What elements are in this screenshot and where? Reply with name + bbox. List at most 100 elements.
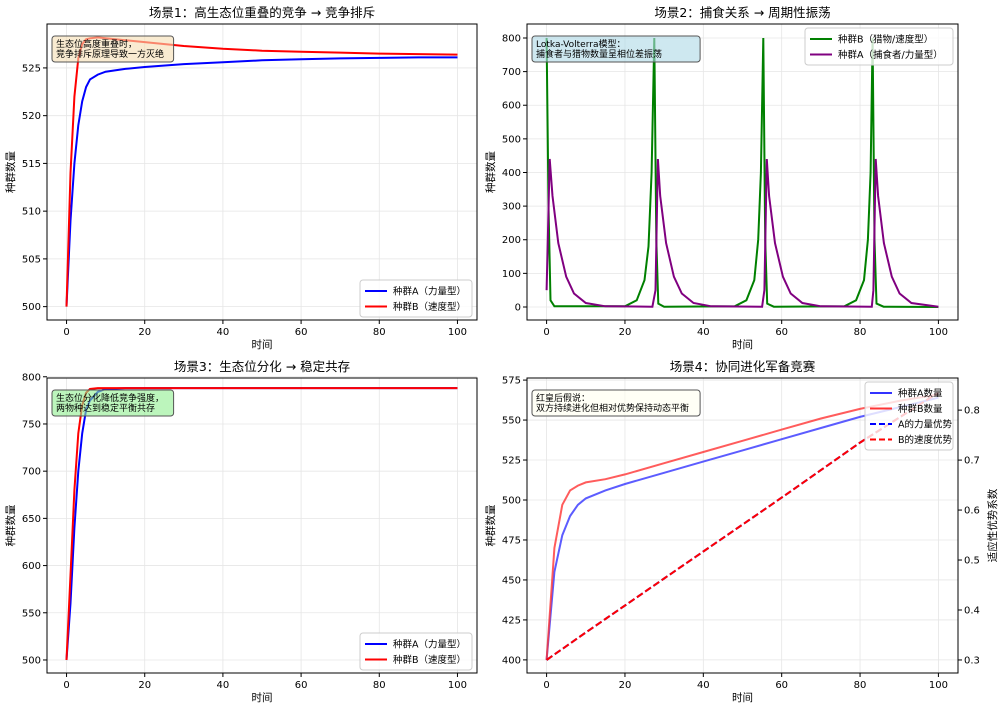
subplot-title: 场景3：生态位分化 → 稳定共存	[174, 359, 350, 374]
x-tick-label: 100	[929, 680, 948, 691]
legend-label: A的力量优势	[898, 419, 952, 431]
y-tick-label: 700	[22, 467, 41, 478]
subplot-title: 场景1：高生态位重叠的竞争 → 竞争排斥	[149, 5, 375, 20]
y-tick-label: 200	[502, 235, 521, 246]
y-axis-label: 种群数量	[484, 504, 497, 546]
y-tick-label: 100	[502, 269, 521, 280]
y-tick-label: 525	[22, 63, 41, 74]
x-tick-label: 40	[697, 680, 710, 691]
x-tick-label: 80	[854, 680, 867, 691]
x-tick-label: 80	[373, 327, 386, 338]
x-tick-label: 20	[619, 680, 632, 691]
y-right-tick-label: 0.4	[964, 605, 980, 616]
legend-label: 种群B（速度型）	[393, 301, 466, 313]
series-line-1	[545, 396, 939, 660]
legend-label: 种群B（速度型）	[393, 654, 466, 666]
x-tick-label: 60	[295, 327, 308, 338]
annotation-text: 生态位高度重叠时，	[56, 38, 137, 50]
series-line-1	[545, 37, 939, 308]
y-tick-label: 750	[22, 419, 41, 430]
x-tick-label: 80	[373, 680, 386, 691]
legend-label: 种群A（捕食者/力量型）	[838, 49, 943, 61]
y-right-tick-label: 0.6	[964, 506, 980, 517]
y-tick-label: 300	[502, 202, 521, 213]
subplot-title: 场景2：捕食关系 → 周期性振荡	[654, 5, 830, 20]
axes-frame	[526, 23, 959, 321]
subplot-1: 0 20 40 60 80 100 500 505 510 515 520 525 场景1：高生态位重叠…	[4, 5, 478, 351]
y-right-tick-label: 0.3	[964, 655, 980, 666]
y-tick-label: 600	[502, 101, 521, 112]
subplot-3: 0 20 40 60 80 100 500 550 600 650 700 750 800 场景3：生态位…	[4, 359, 478, 704]
y-tick-label: 525	[502, 456, 521, 467]
y-tick-label: 700	[502, 67, 521, 78]
x-tick-label: 60	[295, 680, 308, 691]
x-tick-label: 60	[775, 680, 788, 691]
x-tick-label: 0	[63, 327, 69, 338]
series-line-2	[545, 158, 939, 308]
x-tick-label: 40	[217, 680, 230, 691]
annotation-text: 生态位分化降低竞争强度，	[56, 392, 164, 404]
annotation-text: 红皇后假说：	[536, 392, 590, 404]
y-tick-label: 0	[515, 302, 521, 313]
y-tick-label: 600	[22, 561, 41, 572]
axes-frame	[46, 377, 478, 674]
y-tick-label: 510	[22, 207, 41, 218]
annotation-box	[51, 35, 175, 63]
annotation-text: 双方持续进化但相对优势保持动态平衡	[536, 402, 689, 414]
annotation-text: 竞争排斥原理导致一方灭绝	[56, 48, 164, 60]
y-tick-label: 500	[22, 655, 41, 666]
annotation-text: 捕食者与猎物数量呈相位差振荡	[536, 48, 662, 60]
legend-label: 种群A数量	[898, 388, 943, 400]
y-tick-label: 800	[22, 372, 41, 383]
legend-label: 种群A（力量型）	[393, 286, 466, 298]
x-tick-label: 20	[619, 327, 632, 338]
y-tick-label: 650	[22, 514, 41, 525]
y-tick-label: 550	[502, 416, 521, 427]
y-tick-label: 475	[502, 535, 521, 546]
subplot-2: 0 20 40 60 80 100 0 100 200 300 400 500 600 700 800 场景2…	[484, 5, 959, 351]
legend-label: 种群B数量	[898, 403, 943, 415]
axes-frame	[526, 377, 959, 674]
y-axis-label: 种群数量	[4, 151, 17, 193]
y-tick-label: 400	[502, 168, 521, 179]
annotation-text: Lotka-Volterra模型：	[536, 39, 625, 50]
x-tick-label: 20	[138, 680, 151, 691]
series-line-2	[65, 387, 458, 661]
legend-label: B的速度优势	[898, 434, 953, 446]
y-axis-label: 种群数量	[484, 151, 497, 193]
y-tick-label: 520	[22, 111, 41, 122]
legend-label: 种群B（猎物/速度型）	[838, 34, 933, 46]
x-tick-label: 100	[448, 327, 467, 338]
series-line-2	[65, 36, 458, 307]
x-tick-label: 20	[138, 327, 151, 338]
y-tick-label: 500	[502, 495, 521, 506]
series-line-1	[65, 56, 458, 307]
annotation-box	[531, 35, 701, 63]
x-tick-label: 100	[929, 327, 948, 338]
axes-frame	[46, 23, 478, 321]
subplot-4: 0 20 40 60 80 100 400 425 450 475 500 525 550 575 0.3 0…	[484, 359, 999, 704]
legend-box	[359, 279, 473, 318]
x-axis-label: 时间	[252, 691, 273, 704]
legend-box	[864, 381, 954, 451]
legend-box	[359, 632, 473, 671]
y-tick-label: 515	[22, 159, 41, 170]
x-tick-label: 80	[854, 327, 867, 338]
annotation-text: 两物种达到稳定平衡共存	[56, 402, 155, 414]
x-tick-label: 0	[63, 680, 69, 691]
annotation-box	[531, 389, 701, 417]
y-tick-label: 400	[502, 655, 521, 666]
legend-label: 种群A（力量型）	[393, 639, 466, 651]
y-tick-label: 550	[22, 608, 41, 619]
annotation-box	[51, 389, 175, 417]
subplot-title: 场景4：协同进化军备竞赛	[670, 359, 816, 374]
y-right-axis-label: 适应性优势系数	[986, 488, 999, 562]
x-axis-label: 时间	[732, 691, 753, 704]
y-tick-label: 500	[22, 302, 41, 313]
x-tick-label: 40	[217, 327, 230, 338]
x-axis-label: 时间	[732, 338, 753, 351]
y-tick-label: 425	[502, 615, 521, 626]
y-tick-label: 500	[502, 134, 521, 145]
